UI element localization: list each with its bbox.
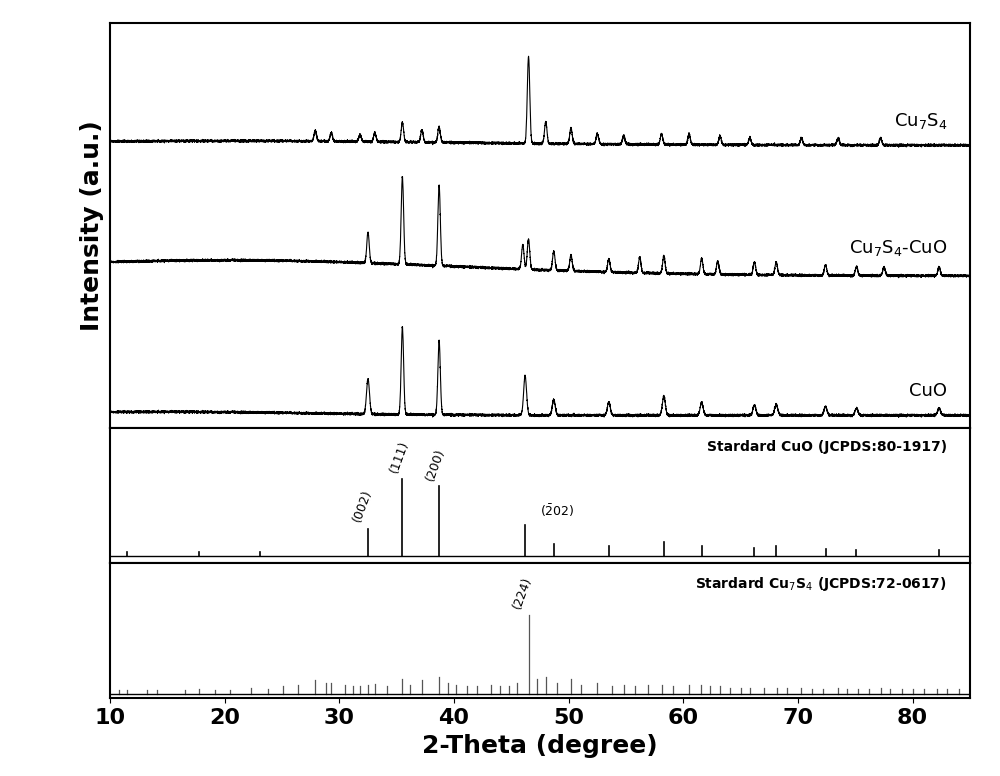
Text: Stardard Cu$_7$S$_4$ (JCPDS:72-0617): Stardard Cu$_7$S$_4$ (JCPDS:72-0617) [695,575,947,594]
Text: (200): (200) [424,446,448,483]
Text: (111): (111) [387,439,411,475]
Text: (224): (224) [511,575,535,611]
Text: ($\bar{2}$02): ($\bar{2}$02) [540,503,575,519]
Text: Stardard CuO (JCPDS:80-1917): Stardard CuO (JCPDS:80-1917) [707,440,947,454]
Text: Cu$_7$S$_4$: Cu$_7$S$_4$ [894,111,947,131]
Text: Cu$_7$S$_4$-CuO: Cu$_7$S$_4$-CuO [849,238,947,258]
Text: CuO: CuO [909,382,947,400]
Y-axis label: Intensity (a.u.): Intensity (a.u.) [80,120,104,331]
Text: (002): (002) [350,487,374,523]
X-axis label: 2-Theta (degree): 2-Theta (degree) [422,733,658,757]
